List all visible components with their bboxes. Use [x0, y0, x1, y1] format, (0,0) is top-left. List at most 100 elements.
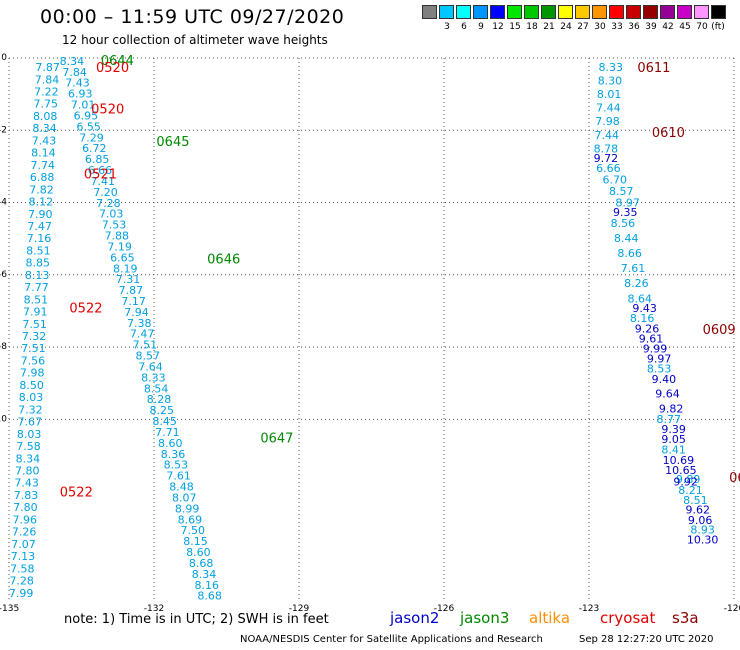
pass-time-label: 06 — [729, 471, 740, 486]
wave-height-label: 7.43 — [65, 77, 90, 90]
color-scale-swatch — [677, 5, 692, 19]
color-scale-label: 45 — [679, 22, 691, 32]
wave-height-label: 7.61 — [621, 262, 646, 275]
pass-time-label: 0611 — [637, 61, 670, 76]
wave-height-label: 6.66 — [596, 162, 621, 175]
wave-height-label: 7.88 — [105, 230, 130, 243]
wave-height-label: 8.34 — [60, 55, 85, 68]
wave-height-label: 9.43 — [632, 302, 657, 315]
wave-height-label: 8.41 — [661, 443, 686, 456]
wave-height-label: 8.45 — [152, 415, 177, 428]
pass-time-label: 0645 — [156, 135, 189, 150]
color-scale-swatch — [626, 5, 641, 19]
color-scale-label: 30 — [594, 22, 606, 32]
wave-height-label: 8.34 — [32, 122, 57, 135]
color-scale-label: 42 — [662, 22, 674, 32]
x-tick-label: -126 — [434, 604, 455, 614]
wave-height-label: 8.77 — [657, 413, 682, 426]
wave-height-label: 7.16 — [27, 232, 52, 245]
wave-height-label: 7.58 — [16, 440, 41, 453]
y-tick-label: -10 — [0, 414, 7, 424]
wave-height-label: 8.93 — [690, 524, 715, 537]
wave-height-label: 8.03 — [17, 428, 42, 441]
wave-height-label: 7.47 — [130, 328, 155, 341]
wave-height-label: 7.20 — [93, 186, 118, 199]
wave-height-label: 8.85 — [26, 257, 51, 270]
wave-height-label: 8.48 — [169, 481, 194, 494]
timestamp-text: Sep 28 12:27:20 UTC 2020 — [579, 634, 714, 645]
wave-height-label: 7.82 — [29, 183, 54, 196]
wave-height-label: 7.61 — [166, 470, 191, 483]
wave-height-label: 7.99 — [9, 587, 34, 600]
wave-height-label: 7.98 — [20, 367, 45, 380]
pass-time-label: 0520 — [96, 61, 129, 76]
chart-subtitle: 12 hour collection of altimeter wave hei… — [62, 33, 328, 47]
wave-height-label: 8.54 — [144, 382, 169, 395]
wave-height-label: 6.66 — [88, 164, 113, 177]
wave-height-label: 10.69 — [663, 454, 695, 467]
wave-height-label: 7.80 — [13, 501, 38, 514]
x-tick-label: -129 — [289, 604, 310, 614]
pass-time-label: 0647 — [260, 431, 293, 446]
wave-height-label: 6.70 — [603, 174, 628, 187]
color-scale-label: 15 — [509, 22, 521, 32]
color-scale-swatch — [541, 5, 556, 19]
wave-height-label: 8.03 — [19, 391, 44, 404]
wave-height-label: 7.07 — [11, 538, 36, 551]
wave-height-label: 8.97 — [615, 197, 640, 210]
wave-height-label: 8.07 — [172, 491, 197, 504]
color-scale-label: 12 — [492, 22, 504, 32]
wave-height-label: 7.87 — [119, 284, 144, 297]
wave-height-label: 8.99 — [175, 502, 200, 515]
wave-height-label: 7.22 — [34, 85, 59, 98]
wave-height-marks: 8.347.847.436.937.016.956.557.296.726.85… — [9, 55, 718, 603]
footer-note: note: 1) Time is in UTC; 2) SWH is in fe… — [64, 612, 329, 627]
wave-height-label: 7.84 — [62, 66, 87, 79]
wave-height-label: 8.34 — [192, 568, 217, 581]
wave-height-label: 8.16 — [195, 579, 220, 592]
wave-height-label: 8.60 — [158, 437, 183, 450]
wave-height-label: 8.14 — [31, 147, 56, 160]
wave-height-label: 8.21 — [678, 484, 703, 497]
wave-height-label: 7.43 — [32, 134, 57, 147]
wave-height-label: 6.65 — [110, 251, 135, 264]
pass-time-label: 0522 — [69, 301, 102, 316]
wave-height-label: 7.94 — [124, 306, 149, 319]
wave-height-label: 8.44 — [614, 232, 639, 245]
pass-time-label: 0522 — [60, 486, 93, 501]
color-scale-swatch — [456, 5, 471, 19]
wave-height-label: 7.31 — [116, 273, 141, 286]
wave-height-label: 8.68 — [197, 590, 222, 603]
wave-height-label: 7.50 — [180, 524, 205, 537]
wave-height-label: 7.51 — [22, 318, 47, 331]
wave-height-label: 7.47 — [27, 220, 52, 233]
legend-item-jason3: jason3 — [460, 609, 510, 627]
wave-height-label: 8.13 — [25, 269, 50, 282]
color-scale-swatch — [694, 5, 709, 19]
wave-height-label: 7.38 — [127, 317, 152, 330]
wave-height-label: 9.82 — [659, 402, 684, 415]
wave-height-label: 8.33 — [141, 371, 166, 384]
wave-height-label: 10.65 — [665, 464, 697, 477]
x-tick-label: -120 — [724, 604, 740, 614]
pass-time-labels: 0644052005200521052205220645064606470611… — [60, 54, 740, 501]
wave-height-label: 7.71 — [155, 426, 180, 439]
wave-height-label: 8.34 — [16, 452, 41, 465]
color-scale-swatch — [711, 5, 726, 19]
color-scale-label: 36 — [628, 22, 640, 32]
wave-height-label: 8.60 — [186, 546, 211, 559]
color-scale-swatch — [507, 5, 522, 19]
wave-height-label: 7.58 — [10, 562, 35, 575]
wave-height-label: 7.03 — [99, 208, 124, 221]
wave-height-label: 7.43 — [14, 477, 39, 490]
wave-height-label: 8.51 — [26, 244, 51, 257]
color-scale-label: 24 — [560, 22, 572, 32]
wave-height-label: 8.78 — [594, 142, 619, 155]
color-scale-swatch — [439, 5, 454, 19]
color-scale-label: 18 — [526, 22, 538, 32]
wave-height-label: 8.19 — [113, 262, 138, 275]
wave-height-label: 6.72 — [82, 142, 107, 155]
wave-height-label: 8.12 — [29, 196, 54, 209]
wave-height-label: 7.87 — [35, 61, 60, 74]
